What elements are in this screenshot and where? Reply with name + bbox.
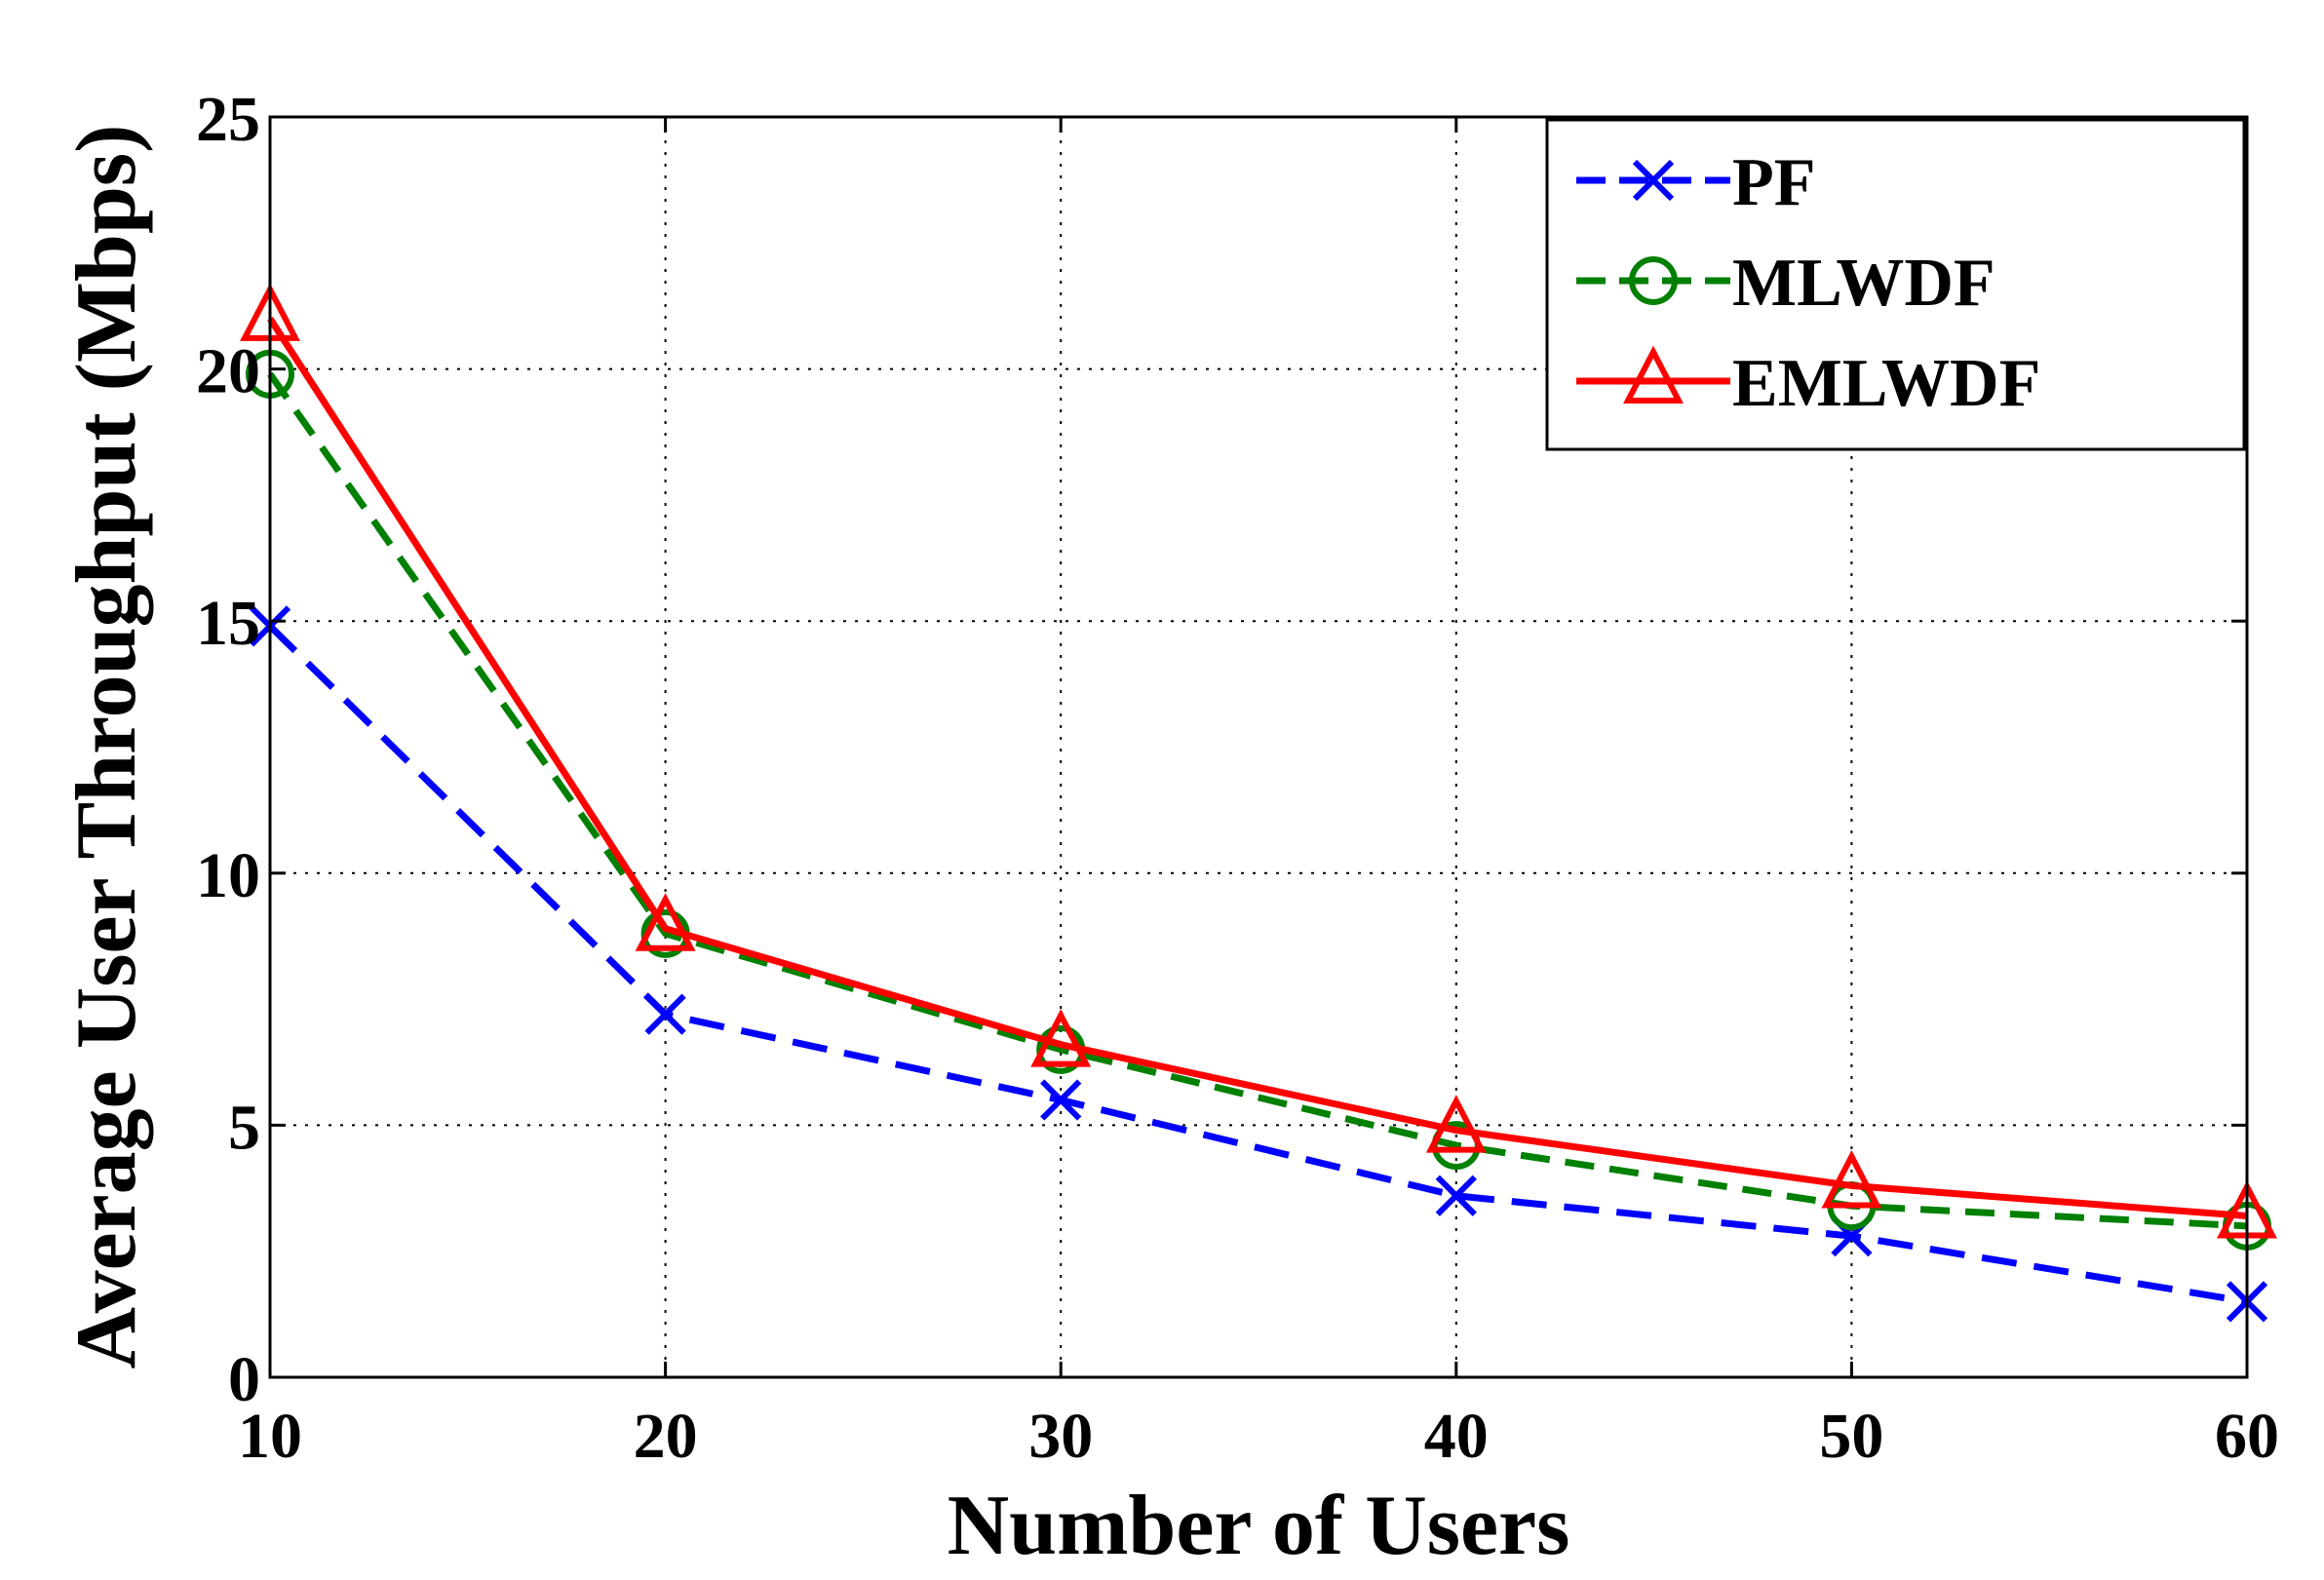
x-tick-label: 30 [1028,1401,1093,1472]
x-axis-label: Number of Users [948,1479,1570,1573]
legend-marker-pf [1632,159,1675,202]
x-marker-stroke [1632,159,1675,202]
data-point-emlwdf [1821,1149,1882,1209]
data-point-pf [644,993,686,1035]
data-point-pf [1435,1175,1477,1216]
legend-marker-emlwdf [1623,345,1684,404]
legend-item-pf: PF [1576,145,1816,220]
y-tick-label: 5 [228,1092,260,1163]
y-tick-label: 10 [196,840,260,911]
x-marker-stroke [644,993,686,1035]
series-line-emlwdf [267,316,2248,1219]
legend-label-pf: PF [1732,145,1816,220]
series-line-mlwdf [267,371,2248,1230]
legend-item-mlwdf: MLWDF [1576,246,1995,321]
x-tick-label: 50 [1819,1401,1883,1472]
legend-item-emlwdf: EMLWDF [1576,345,2040,421]
data-point-emlwdf [635,893,696,951]
y-tick-label: 0 [228,1344,260,1415]
legend-frame [1545,118,2246,451]
legend-box [1545,118,2246,451]
x-tick-label: 10 [238,1401,302,1472]
x-tick-label: 20 [634,1401,698,1472]
legend-label-mlwdf: MLWDF [1732,246,1995,321]
legend-label-emlwdf: EMLWDF [1732,346,2040,421]
legend: PF MLWDF EMLWDF [1545,118,2246,451]
data-point-emlwdf [1030,1009,1092,1067]
x-marker-stroke [1040,1079,1082,1121]
series-line-pf [267,623,2248,1305]
ticks: 10 20 30 40 50 60 0 5 10 15 20 25 [196,84,2279,1472]
x-tick-label: 40 [1424,1401,1489,1472]
data-point-pf [1040,1079,1082,1121]
data-point-emlwdf [1425,1095,1487,1153]
y-tick-label: 20 [196,336,260,407]
x-tick-label: 60 [2215,1401,2279,1472]
grid [270,117,2247,1377]
y-axis-label: Average User Throughput (Mbps) [59,125,154,1369]
plot-frame [268,115,2249,1379]
x-marker-stroke [1435,1175,1477,1216]
y-tick-label: 15 [196,588,260,659]
y-tick-label: 25 [196,84,260,155]
legend-marker-mlwdf [1629,256,1678,305]
